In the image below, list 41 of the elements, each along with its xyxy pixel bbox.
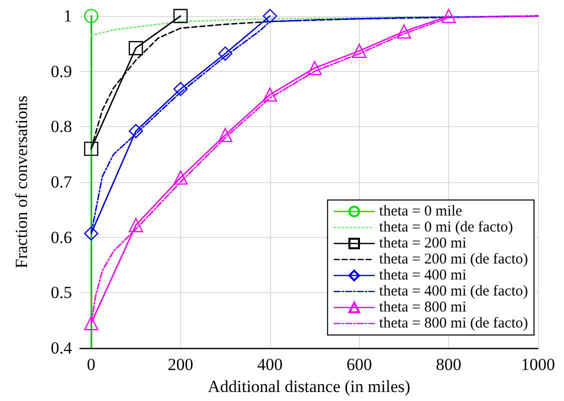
point [128,218,143,232]
point [262,87,277,102]
point [218,46,232,61]
point [352,44,366,58]
legend-label: theta = 800 mi [379,300,466,316]
legend-label: theta = 200 mi [379,236,466,252]
y-tick-label: 0.4 [50,338,72,358]
point [307,60,322,76]
legend-label: theta = 200 mi (de facto) [379,252,528,268]
x-tick-label: 600 [346,355,372,374]
x-tick-label: 400 [257,355,283,374]
point [173,170,188,185]
point [84,142,98,156]
point [173,8,188,24]
legend-label: theta = 400 mi (de facto) [379,284,528,300]
point [128,40,143,56]
point [218,128,232,142]
point [84,8,98,24]
y-tick-label: 0.9 [50,62,72,81]
point [84,226,98,241]
point [396,24,412,39]
y-tick-label: 1 [64,6,72,26]
legend-label: theta = 0 mile [379,204,463,220]
x-tick-label: 1000 [521,355,555,374]
x-tick-label: 200 [168,355,194,374]
point [442,8,456,24]
y-tick-label: 0.5 [50,283,72,302]
y-tick-label: 0.7 [50,172,72,192]
legend-label: theta = 800 mi (de facto) [379,316,528,332]
x-axis-title: Additional distance (in miles) [208,376,410,396]
point [84,316,98,330]
x-tick-label: 800 [436,355,462,374]
y-tick-label: 0.8 [50,117,72,136]
point [173,82,188,96]
y-tick-label: 0.6 [50,228,72,247]
legend-label: theta = 0 mi (de facto) [379,220,514,236]
legend-label: theta = 400 mi [379,268,466,284]
y-axis-title: Fraction of conversations [12,96,31,268]
point [128,124,143,138]
x-tick-label: 0 [86,355,96,374]
point [262,8,277,24]
